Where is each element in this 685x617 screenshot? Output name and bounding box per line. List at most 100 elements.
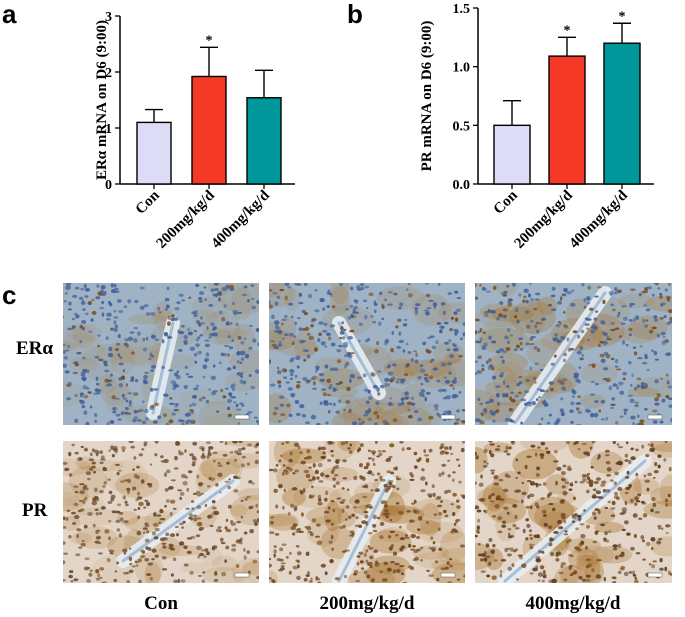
cell-nucleus	[569, 409, 574, 413]
cell-nucleus	[128, 400, 132, 405]
stain-patch	[237, 487, 259, 501]
cell-nucleus	[246, 550, 250, 555]
cell-nucleus	[481, 367, 485, 372]
cell-nucleus	[455, 418, 461, 422]
row-label-pr: PR	[22, 500, 48, 521]
cell-nucleus	[136, 491, 141, 496]
cell-nucleus	[543, 522, 548, 527]
cell-nucleus	[490, 453, 495, 458]
cell-nucleus	[383, 503, 389, 509]
cell-nucleus	[486, 462, 489, 465]
cell-nucleus	[324, 364, 329, 369]
cell-nucleus	[660, 302, 666, 306]
cell-nucleus	[441, 471, 445, 476]
stain-patch	[438, 302, 465, 324]
cell-nucleus	[596, 574, 601, 577]
cell-nucleus	[503, 290, 508, 294]
cell-nucleus	[343, 408, 346, 412]
cell-nucleus	[346, 488, 350, 492]
cell-nucleus	[549, 387, 554, 392]
cell-nucleus	[366, 471, 371, 475]
cell-nucleus	[555, 551, 562, 556]
stain-patch	[95, 343, 135, 365]
cell-nucleus	[476, 509, 482, 513]
cell-nucleus	[494, 448, 501, 452]
cell-nucleus	[269, 516, 275, 519]
cell-nucleus	[571, 520, 575, 523]
cell-nucleus	[437, 527, 441, 532]
cell-nucleus	[585, 565, 591, 569]
cell-nucleus	[120, 375, 126, 380]
cell-nucleus	[443, 376, 447, 379]
cell-nucleus	[80, 287, 85, 291]
cell-nucleus	[475, 451, 477, 456]
cell-nucleus	[63, 560, 66, 565]
cell-nucleus	[86, 387, 90, 390]
cell-nucleus	[345, 361, 349, 366]
cell-nucleus	[662, 335, 666, 339]
cell-nucleus	[523, 295, 527, 299]
cell-nucleus	[132, 418, 137, 423]
cell-nucleus	[122, 369, 126, 373]
cell-nucleus	[107, 478, 111, 481]
cell-nucleus	[335, 481, 340, 485]
cell-nucleus	[583, 305, 587, 309]
cell-nucleus	[187, 516, 192, 520]
cell-nucleus	[666, 380, 670, 385]
cell-nucleus	[475, 371, 478, 376]
y-tick-label: 3	[105, 10, 112, 25]
cell-nucleus	[250, 385, 256, 390]
cell-nucleus	[270, 340, 275, 343]
cell-nucleus	[436, 412, 440, 416]
cell-nucleus	[348, 408, 352, 412]
cell-nucleus	[415, 303, 421, 307]
vessel-wall	[121, 479, 235, 563]
cell-nucleus	[294, 399, 300, 405]
cell-nucleus	[423, 449, 427, 454]
cell-nucleus	[242, 380, 247, 385]
cell-nucleus	[226, 367, 232, 371]
cell-nucleus	[427, 493, 433, 497]
cell-nucleus	[386, 470, 392, 474]
cell-nucleus	[392, 484, 396, 489]
cell-nucleus	[100, 289, 104, 293]
cell-nucleus	[643, 407, 648, 411]
stain-patch	[269, 570, 278, 583]
cell-nucleus	[544, 390, 549, 393]
cell-nucleus	[407, 283, 411, 286]
cell-nucleus	[306, 449, 311, 454]
cell-nucleus	[127, 489, 130, 495]
micrograph-pr-200	[269, 441, 465, 583]
cell-nucleus	[145, 312, 151, 316]
cell-nucleus	[161, 365, 166, 370]
cell-nucleus	[608, 290, 614, 295]
cell-nucleus	[100, 458, 106, 461]
cell-nucleus	[410, 474, 415, 478]
cell-nucleus	[195, 534, 201, 538]
stain-patch	[128, 313, 167, 325]
cell-nucleus	[396, 378, 403, 381]
cell-nucleus	[493, 475, 499, 480]
cell-nucleus	[212, 293, 216, 297]
cell-nucleus	[277, 330, 283, 335]
cell-nucleus	[189, 470, 193, 473]
cell-nucleus	[269, 531, 275, 535]
cell-nucleus	[292, 523, 298, 527]
cell-nucleus	[391, 376, 396, 381]
cell-nucleus	[402, 323, 408, 327]
cell-nucleus	[636, 500, 641, 503]
cell-nucleus	[95, 512, 99, 516]
cell-nucleus	[367, 532, 373, 535]
cell-nucleus	[577, 395, 581, 398]
cell-nucleus	[63, 579, 66, 582]
cell-nucleus	[154, 338, 159, 341]
cell-nucleus	[117, 418, 122, 421]
cell-nucleus	[629, 305, 633, 308]
cell-nucleus	[510, 398, 516, 403]
cell-nucleus	[535, 292, 541, 296]
cell-nucleus	[566, 291, 572, 295]
cell-nucleus	[447, 459, 451, 462]
cell-nucleus	[513, 348, 518, 351]
cell-nucleus	[604, 449, 610, 453]
cell-nucleus	[375, 560, 379, 565]
